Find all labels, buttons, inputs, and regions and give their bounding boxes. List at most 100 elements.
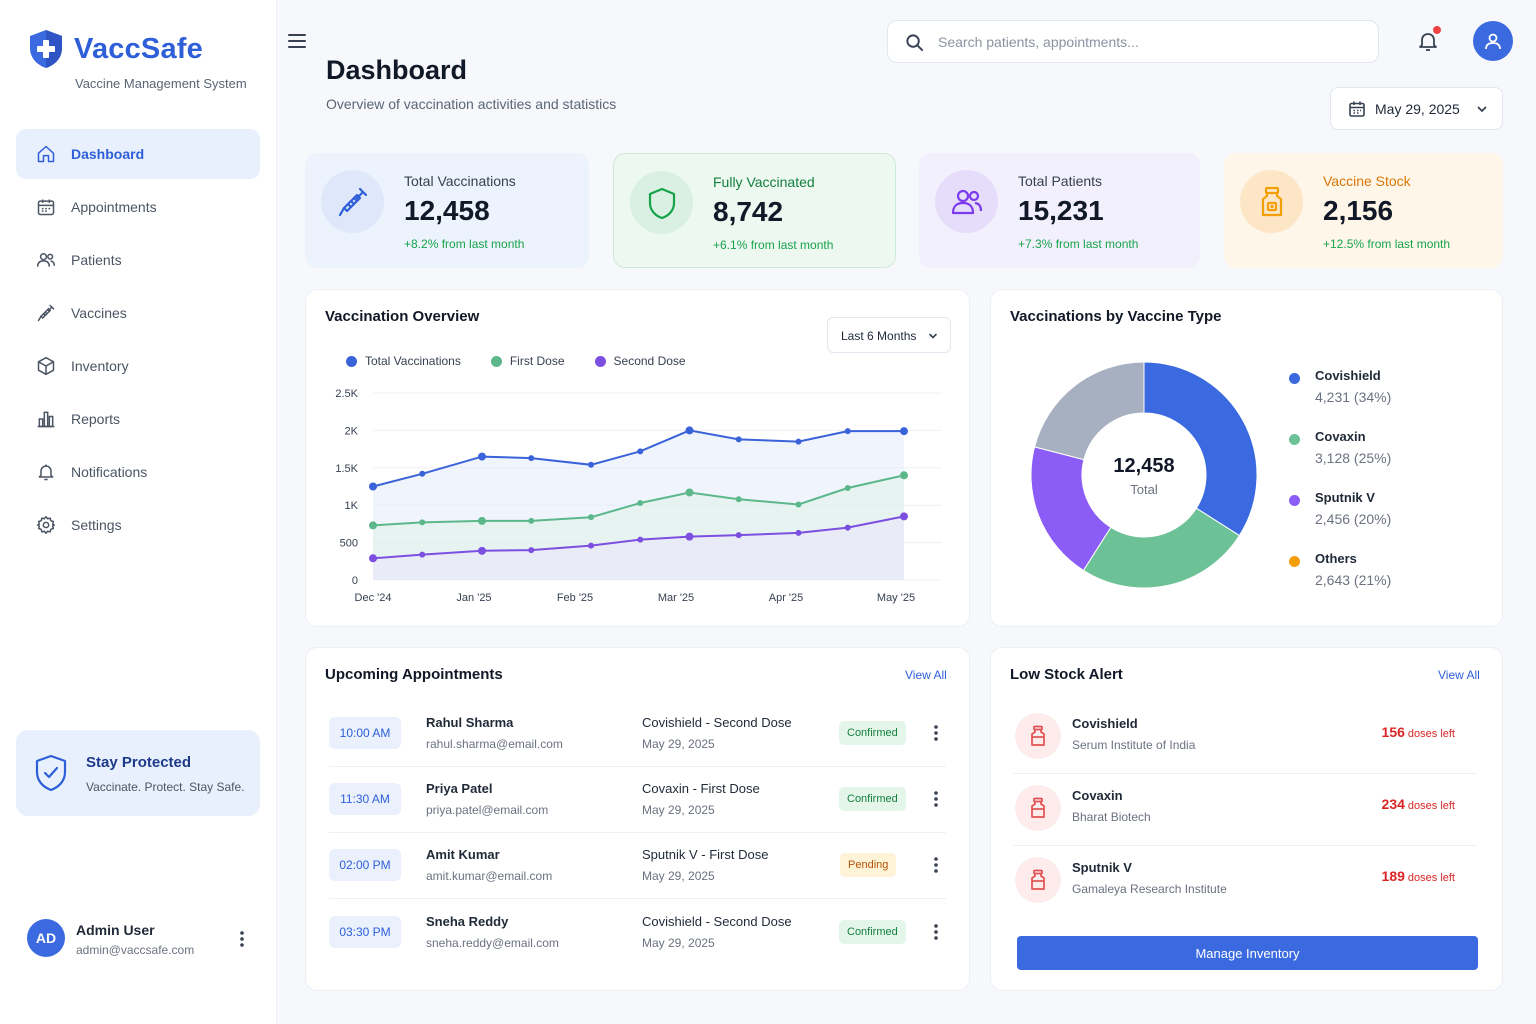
appointment-time: 10:00 AM [329,717,401,749]
stat-card-vaccine-stock[interactable]: Vaccine Stock 2,156 +12.5% from last mon… [1224,153,1503,268]
data-point [795,529,802,536]
more-vertical-icon[interactable] [929,922,943,942]
user-profile[interactable]: AD Admin User admin@vaccsafe.com [27,919,257,959]
more-vertical-icon[interactable] [235,929,249,949]
calendar-icon [37,199,55,216]
brand[interactable]: VaccSafe [26,28,203,70]
stat-value: 2,156 [1323,195,1394,226]
stock-icon-wrap [1015,857,1061,903]
panel-title: Vaccination Overview [325,308,480,325]
stock-icon-wrap [1015,785,1061,831]
appointment-row[interactable]: 10:00 AM Rahul Sharma rahul.sharma@email… [329,701,946,767]
series-area [373,516,904,580]
legend-dot [1289,434,1300,445]
donut-svg [1030,361,1258,589]
appointment-row[interactable]: 03:30 PM Sneha Reddy sneha.reddy@email.c… [329,900,946,966]
sidebar-item-inventory[interactable]: Inventory [16,341,260,391]
stat-label: Total Patients [1018,173,1103,189]
stat-card-total-vaccinations[interactable]: Total Vaccinations 12,458 +8.2% from las… [305,153,589,268]
stat-card-fully-vaccinated[interactable]: Fully Vaccinated 8,742 +6.1% from last m… [613,153,896,268]
sidebar-item-notifications[interactable]: Notifications [16,447,260,497]
y-tick-label: 500 [340,538,358,550]
more-vertical-icon[interactable] [929,855,943,875]
syringe-icon [338,187,367,216]
sidebar-item-label: Notifications [71,464,148,480]
donut-slice [1030,446,1112,572]
legend-item-sputnik-v: Sputnik V 2,456 (20%) [1289,490,1391,551]
shield-icon [648,187,675,219]
stat-change: +8.2% from last month [404,237,525,251]
data-point [637,499,644,506]
sidebar-item-vaccines[interactable]: Vaccines [16,288,260,338]
stock-row[interactable]: Covishield Serum Institute of India 156 d… [1013,702,1477,774]
legend-value: 2,643 (21%) [1315,572,1392,588]
search-bar[interactable] [887,20,1379,63]
appointment-row[interactable]: 02:00 PM Amit Kumar amit.kumar@email.com… [329,833,946,899]
legend-dot [490,355,502,367]
x-tick-label: Dec '24 [355,592,392,604]
stat-change: +7.3% from last month [1018,237,1139,251]
sidebar-nav: Dashboard Appointments Patients Vaccines… [16,129,260,553]
donut-total-value: 12,458 [1113,455,1175,477]
view-all-appointments-link[interactable]: View All [905,668,947,682]
bar-chart-icon [37,411,55,428]
sidebar-item-label: Reports [71,411,121,427]
status-badge: Pending [840,853,897,877]
sidebar-item-patients[interactable]: Patients [16,235,260,285]
data-point [735,496,742,503]
status-badge: Confirmed [839,920,906,944]
range-select[interactable]: Last 6 Months [827,317,951,353]
data-point [528,517,535,524]
donut-chart: 12,458 Total [1029,360,1259,590]
stat-card-total-patients[interactable]: Total Patients 15,231 +7.3% from last mo… [919,153,1200,268]
legend-item-covishield: Covishield 4,231 (34%) [1289,368,1391,429]
stat-label: Total Vaccinations [404,173,516,189]
x-tick-label: Feb '25 [557,592,593,604]
data-point [369,521,377,530]
more-vertical-icon[interactable] [929,723,943,743]
sidebar: VaccSafe Vaccine Management System Dashb… [0,0,277,1024]
sidebar-item-dashboard[interactable]: Dashboard [16,129,260,179]
appointment-row[interactable]: 11:30 AM Priya Patel priya.patel@email.c… [329,767,946,833]
notification-dot [1433,26,1441,34]
stock-row[interactable]: Covaxin Bharat Biotech 234 doses left [1013,774,1477,846]
patient-email: rahul.sharma@email.com [426,737,563,751]
user-name: Admin User [76,922,155,938]
search-input[interactable] [938,31,1358,53]
data-point [637,448,644,455]
stat-change: +12.5% from last month [1323,237,1451,251]
donut-slice [1082,507,1241,589]
profile-button[interactable] [1473,21,1513,61]
sidebar-item-settings[interactable]: Settings [16,500,260,550]
sidebar-item-label: Inventory [71,358,129,374]
vaccination-overview-panel: Vaccination Overview Last 6 Months Total… [305,289,970,627]
more-vertical-icon[interactable] [929,789,943,809]
data-point [369,482,377,491]
doses-count: 156 [1381,724,1405,740]
sidebar-item-label: Dashboard [71,146,145,162]
patient-email: sneha.reddy@email.com [426,936,559,950]
stock-manufacturer: Serum Institute of India [1072,738,1196,752]
stock-name: Sputnik V [1072,860,1132,875]
stat-label: Fully Vaccinated [713,174,815,190]
view-all-stock-link[interactable]: View All [1438,668,1480,682]
status-badge: Confirmed [839,787,906,811]
legend-label: Second Dose [613,354,686,368]
sidebar-item-appointments[interactable]: Appointments [16,182,260,232]
notification-bell-icon[interactable] [1416,29,1440,53]
stock-row[interactable]: Sputnik V Gamaleya Research Institute 18… [1013,846,1477,918]
stat-icon-wrap [1240,170,1303,233]
legend-value: 2,456 (20%) [1315,511,1392,527]
doses-label: doses left [1407,728,1455,740]
sidebar-item-reports[interactable]: Reports [16,394,260,444]
legend-dot [594,355,606,367]
stay-protected-card: Stay Protected Vaccinate. Protect. Stay … [16,730,260,816]
data-point [900,427,908,436]
manage-inventory-button[interactable]: Manage Inventory [1017,936,1478,970]
donut-slice [1143,361,1258,537]
date-picker[interactable]: May 29, 2025 [1330,87,1503,130]
legend-value: 4,231 (34%) [1315,389,1392,405]
vial-icon [1031,869,1045,890]
page-title: Dashboard [326,55,468,85]
hamburger-menu-icon[interactable] [287,32,307,50]
